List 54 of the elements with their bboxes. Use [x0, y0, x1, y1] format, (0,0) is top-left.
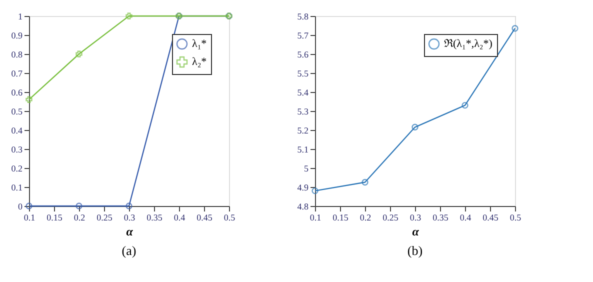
x-tick-label: 0.3	[410, 212, 422, 222]
x-axis-title: α	[126, 224, 134, 238]
legend-label: ℜ(λ₁*,λ₂*)	[444, 38, 493, 50]
point	[412, 124, 418, 130]
x-tick-label: 0.35	[146, 212, 163, 222]
y-tick-label: 0.3	[11, 144, 23, 154]
point	[462, 102, 468, 109]
x-tick-label: 0.45	[482, 212, 499, 222]
legend-label: λ₂*	[192, 56, 207, 68]
y-tick-label: 0	[18, 202, 23, 212]
y-tick-label: 5	[304, 164, 309, 174]
y-tick-label: 5.8	[297, 12, 309, 22]
x-tick-label: 0.35	[432, 212, 449, 222]
y-tick-label: 5.4	[297, 88, 309, 98]
x-axis-title: α	[412, 224, 420, 238]
x-tick-label: 0.25	[382, 212, 399, 222]
x-tick-label: 0.15	[46, 212, 63, 222]
x-tick-label: 0.25	[96, 212, 113, 222]
y-tick-label: 5.1	[297, 144, 308, 154]
x-tick-label: 0.4	[460, 212, 472, 222]
point	[76, 202, 82, 210]
x-tick-label: 0.3	[124, 212, 136, 222]
y-tick-label: 5.5	[297, 68, 309, 78]
y-tick-label: 0.6	[11, 88, 23, 98]
y-tick-label: 5.3	[297, 106, 309, 116]
y-tick-label: 4.9	[297, 182, 309, 192]
x-tick-label: 0.5	[510, 212, 522, 222]
y-tick-label: 4.8	[297, 202, 309, 212]
x-tick-label: 0.15	[332, 212, 349, 222]
legend-label: λ₁*	[192, 38, 207, 50]
y-tick-label: 0.9	[11, 30, 23, 40]
point	[26, 96, 32, 103]
point	[76, 50, 82, 58]
y-tick-label: 1	[18, 12, 22, 22]
x-tick-label: 0.1	[310, 212, 322, 222]
y-tick-label: 0.1	[11, 182, 22, 192]
text: (b)	[407, 243, 423, 258]
point	[362, 178, 368, 186]
text: (a)	[122, 243, 136, 258]
y-tick-label: 0.4	[11, 126, 23, 136]
y-tick-label: 5.2	[297, 126, 308, 136]
x-tick-label: 0.2	[360, 212, 372, 222]
point	[126, 202, 132, 210]
y-tick-label: 0.5	[11, 106, 23, 116]
y-tick-label: 5.6	[297, 50, 309, 60]
x-tick-label: 0.4	[174, 212, 186, 222]
x-tick-label: 0.5	[224, 212, 236, 222]
x-tick-label: 0.45	[196, 212, 213, 222]
y-tick-label: 5.7	[297, 30, 309, 40]
y-tick-label: 0.2	[11, 164, 22, 174]
point	[126, 12, 132, 20]
y-tick-label: 0.7	[11, 68, 23, 78]
y-tick-label: 0.8	[11, 50, 23, 60]
x-tick-label: 0.2	[74, 212, 86, 222]
